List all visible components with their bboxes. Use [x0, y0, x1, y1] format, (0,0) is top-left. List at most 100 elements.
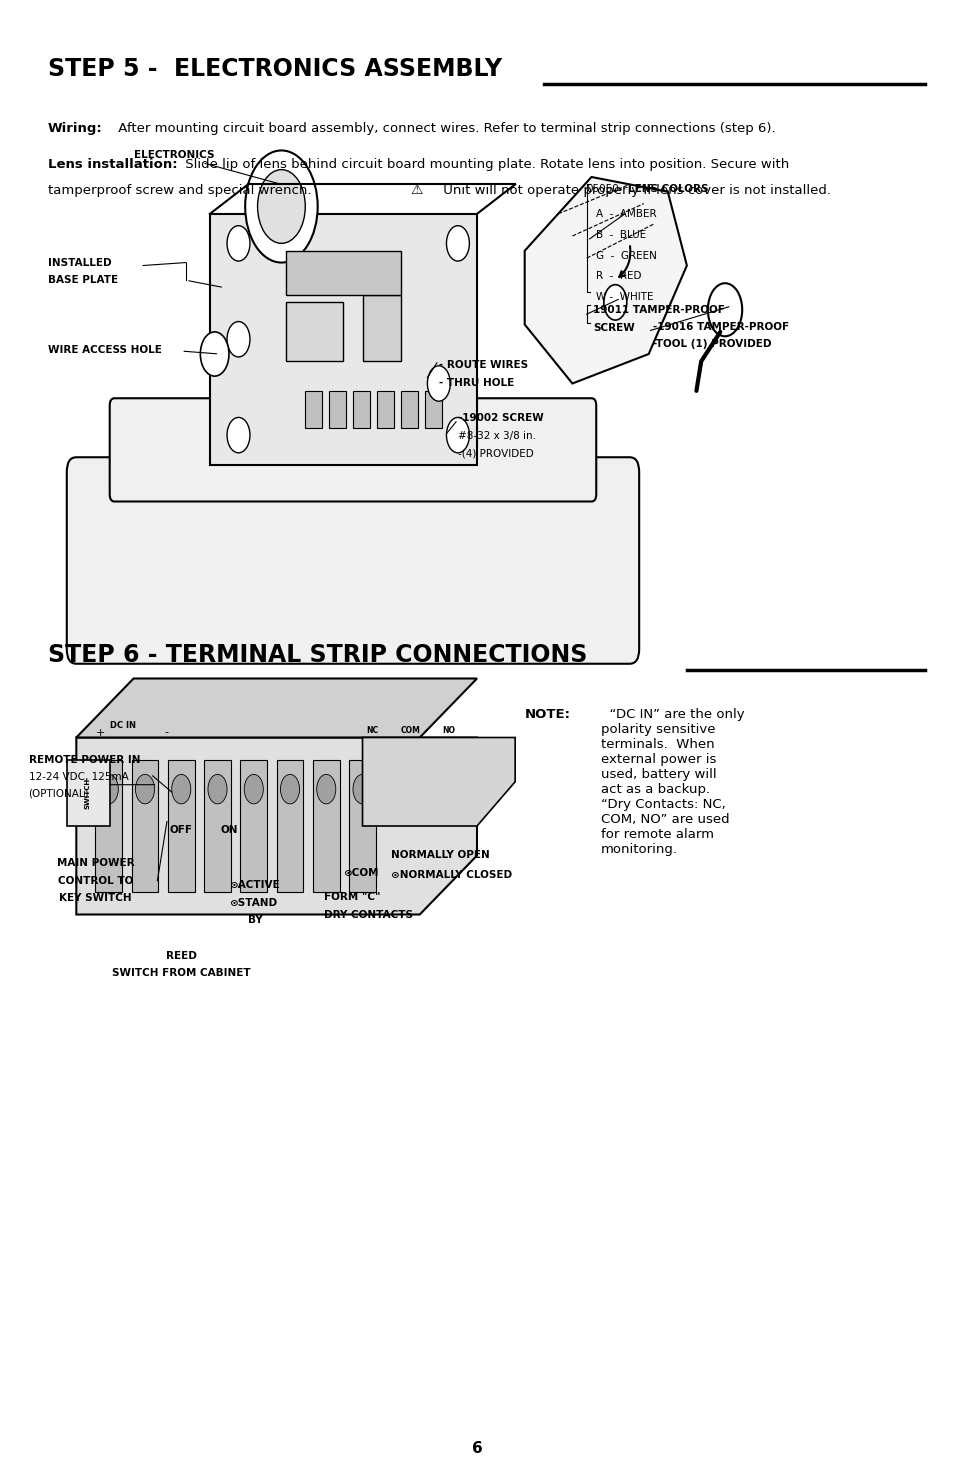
- Text: LENS COLORS: LENS COLORS: [627, 184, 707, 195]
- Text: REMOTE POWER IN: REMOTE POWER IN: [29, 755, 140, 764]
- Circle shape: [227, 417, 250, 453]
- Text: COM: COM: [400, 726, 419, 735]
- Text: FORM "C": FORM "C": [324, 892, 380, 901]
- Bar: [305, 391, 322, 428]
- Bar: [286, 302, 343, 361]
- Text: SWITCH FROM CABINET: SWITCH FROM CABINET: [112, 969, 251, 978]
- Bar: [329, 391, 346, 428]
- Text: ELECTRONICS: ELECTRONICS: [133, 150, 278, 184]
- Bar: [240, 760, 267, 892]
- Text: -(4) PROVIDED: -(4) PROVIDED: [457, 448, 533, 459]
- Text: ON: ON: [220, 826, 237, 835]
- Circle shape: [200, 332, 229, 376]
- Circle shape: [316, 774, 335, 804]
- Text: A  -  AMBER: A - AMBER: [596, 209, 657, 220]
- Circle shape: [446, 417, 469, 453]
- Bar: [95, 760, 122, 892]
- Bar: [286, 251, 400, 295]
- Text: -19002 SCREW: -19002 SCREW: [457, 413, 543, 423]
- Text: ⊙STAND: ⊙STAND: [229, 898, 276, 907]
- Text: “DC IN” are the only
polarity sensitive
terminals.  When
external power is
used,: “DC IN” are the only polarity sensitive …: [600, 708, 744, 856]
- Text: CONTROL TO: CONTROL TO: [57, 876, 133, 885]
- Bar: [67, 760, 110, 826]
- Text: +: +: [95, 727, 105, 738]
- Polygon shape: [76, 738, 476, 914]
- Text: R  -  RED: R - RED: [596, 271, 641, 282]
- Bar: [204, 760, 231, 892]
- Text: - ROUTE WIRES: - ROUTE WIRES: [438, 360, 527, 370]
- Text: (OPTIONAL): (OPTIONAL): [29, 789, 90, 798]
- FancyBboxPatch shape: [67, 457, 639, 664]
- Text: STEP 5 -  ELECTRONICS ASSEMBLY: STEP 5 - ELECTRONICS ASSEMBLY: [48, 58, 501, 81]
- Text: -: -: [165, 727, 169, 738]
- Text: MAIN POWER: MAIN POWER: [56, 858, 134, 867]
- Text: Unit will not operate properly if lens cover is not installed.: Unit will not operate properly if lens c…: [438, 184, 830, 198]
- Text: 19011 TAMPER-PROOF: 19011 TAMPER-PROOF: [593, 305, 724, 316]
- Circle shape: [208, 774, 227, 804]
- Text: -TOOL (1) PROVIDED: -TOOL (1) PROVIDED: [653, 339, 771, 350]
- Text: 12-24 VDC, 125mA: 12-24 VDC, 125mA: [29, 773, 129, 782]
- Bar: [349, 760, 375, 892]
- Text: SWITCH: SWITCH: [85, 777, 91, 810]
- Text: SCREW: SCREW: [593, 323, 635, 333]
- Text: -19016 TAMPER-PROOF: -19016 TAMPER-PROOF: [653, 322, 789, 332]
- Text: BASE PLATE: BASE PLATE: [48, 276, 118, 285]
- Text: WIRE ACCESS HOLE: WIRE ACCESS HOLE: [48, 345, 161, 354]
- Circle shape: [135, 774, 154, 804]
- Circle shape: [245, 150, 317, 263]
- Bar: [376, 391, 394, 428]
- Text: Wiring:: Wiring:: [48, 122, 102, 136]
- FancyBboxPatch shape: [110, 398, 596, 502]
- Text: KEY SWITCH: KEY SWITCH: [59, 894, 132, 903]
- Text: REED: REED: [166, 951, 196, 960]
- Text: STEP 6 - TERMINAL STRIP CONNECTIONS: STEP 6 - TERMINAL STRIP CONNECTIONS: [48, 643, 586, 667]
- Circle shape: [427, 366, 450, 401]
- Polygon shape: [524, 177, 686, 384]
- Bar: [362, 295, 400, 361]
- Text: BY: BY: [248, 916, 262, 925]
- Text: NORMALLY OPEN: NORMALLY OPEN: [391, 851, 490, 860]
- Circle shape: [603, 285, 626, 320]
- Text: 6: 6: [471, 1441, 482, 1456]
- Polygon shape: [76, 678, 476, 738]
- Text: #8-32 x 3/8 in.: #8-32 x 3/8 in.: [457, 431, 536, 441]
- Bar: [400, 391, 417, 428]
- Text: DRY CONTACTS: DRY CONTACTS: [324, 910, 413, 919]
- Bar: [353, 391, 370, 428]
- Bar: [424, 391, 441, 428]
- Circle shape: [172, 774, 191, 804]
- Text: 05050-: 05050-: [586, 184, 622, 195]
- Bar: [313, 760, 339, 892]
- Circle shape: [227, 322, 250, 357]
- Circle shape: [99, 774, 118, 804]
- Polygon shape: [210, 214, 476, 465]
- Text: NOTE:: NOTE:: [524, 708, 570, 721]
- Circle shape: [707, 283, 741, 336]
- Text: Slide lip of lens behind circuit board mounting plate. Rotate lens into position: Slide lip of lens behind circuit board m…: [181, 158, 789, 171]
- Text: Lens installation:: Lens installation:: [48, 158, 177, 171]
- Circle shape: [446, 226, 469, 261]
- Text: tamperproof screw and special wrench.: tamperproof screw and special wrench.: [48, 184, 311, 198]
- Text: OFF: OFF: [170, 826, 193, 835]
- Text: ⊙COM: ⊙COM: [343, 869, 378, 878]
- Polygon shape: [362, 738, 515, 826]
- Text: G  -  GREEN: G - GREEN: [596, 251, 657, 261]
- Text: ⊙NORMALLY CLOSED: ⊙NORMALLY CLOSED: [391, 870, 512, 879]
- Text: ⚠: ⚠: [410, 183, 422, 196]
- Circle shape: [257, 170, 305, 243]
- Text: DC IN: DC IN: [110, 721, 135, 730]
- Text: ⊙ACTIVE: ⊙ACTIVE: [229, 881, 279, 889]
- Circle shape: [353, 774, 372, 804]
- Text: - THRU HOLE: - THRU HOLE: [438, 378, 514, 388]
- Text: W -  WHITE: W - WHITE: [596, 292, 653, 302]
- Circle shape: [227, 226, 250, 261]
- Circle shape: [280, 774, 299, 804]
- Text: After mounting circuit board assembly, connect wires. Refer to terminal strip co: After mounting circuit board assembly, c…: [114, 122, 776, 136]
- Text: B  -  BLUE: B - BLUE: [596, 230, 646, 240]
- Circle shape: [244, 774, 263, 804]
- Text: INSTALLED: INSTALLED: [48, 258, 112, 267]
- Text: NC: NC: [366, 726, 377, 735]
- Bar: [132, 760, 158, 892]
- Text: NO: NO: [441, 726, 455, 735]
- Bar: [168, 760, 194, 892]
